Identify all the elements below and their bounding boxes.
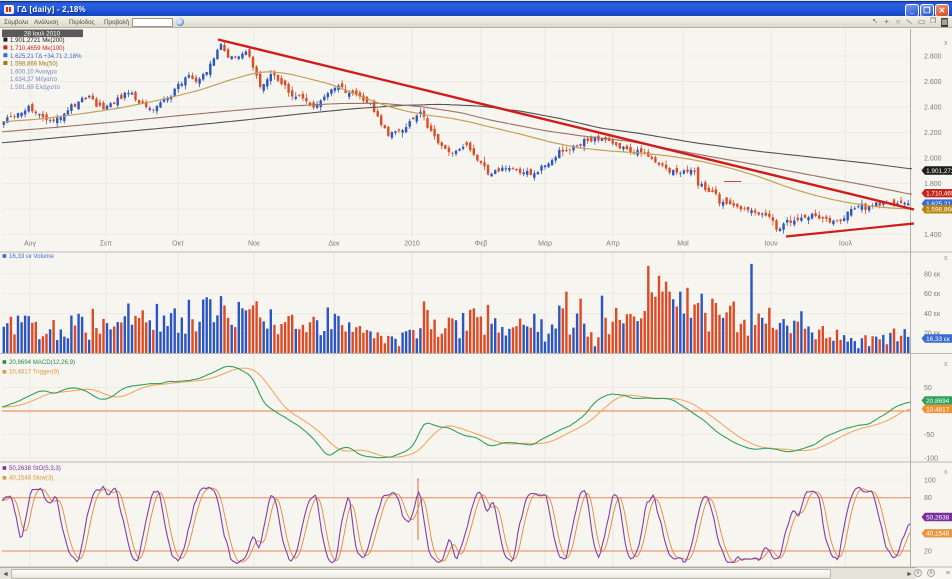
svg-text:80 εκ: 80 εκ (924, 271, 941, 278)
svg-text:-100: -100 (924, 456, 938, 463)
svg-text:1.600,10 Άνοιγμα: 1.600,10 Άνοιγμα (10, 68, 57, 75)
svg-text:1.710,465: 1.710,465 (926, 191, 952, 198)
svg-text:20 εκ: 20 εκ (924, 331, 941, 338)
svg-text:x: x (944, 469, 948, 476)
svg-text:1.400: 1.400 (924, 232, 942, 239)
svg-text:40,1548 Slow(3): 40,1548 Slow(3) (9, 475, 53, 482)
svg-text:100: 100 (924, 478, 936, 485)
svg-text:28 Ιουλ 2010: 28 Ιουλ 2010 (24, 31, 61, 38)
svg-text:x: x (944, 40, 948, 47)
svg-text:Νοε: Νοε (248, 241, 260, 248)
svg-text:40,1548: 40,1548 (926, 531, 950, 538)
svg-text:20,8694: 20,8694 (926, 398, 950, 405)
svg-text:Σεπ: Σεπ (100, 241, 112, 248)
svg-text:Δεκ: Δεκ (328, 241, 340, 248)
svg-text:60 εκ: 60 εκ (924, 291, 941, 298)
svg-text:40 εκ: 40 εκ (924, 311, 941, 318)
svg-text:2.000: 2.000 (924, 156, 942, 163)
svg-text:16,33 εκ Volume: 16,33 εκ Volume (9, 253, 54, 260)
svg-text:20,8694 MACD(12,26,9): 20,8694 MACD(12,26,9) (9, 359, 75, 366)
svg-text:1.901,2721 Μκ(200): 1.901,2721 Μκ(200) (10, 37, 65, 44)
svg-text:1.710,4659 Μκ(100): 1.710,4659 Μκ(100) (10, 45, 65, 52)
svg-text:2010: 2010 (404, 241, 420, 248)
svg-text:Ιουλ: Ιουλ (839, 241, 853, 248)
svg-text:2.200: 2.200 (924, 130, 942, 137)
svg-text:1.634,37 Μέγιστο: 1.634,37 Μέγιστο (10, 76, 58, 83)
svg-text:Αυγ: Αυγ (24, 241, 36, 248)
svg-text:Ιουν: Ιουν (764, 241, 778, 248)
svg-text:1.800: 1.800 (924, 181, 942, 188)
svg-text:-50: -50 (924, 432, 934, 439)
svg-text:x: x (944, 361, 948, 368)
svg-text:Οκτ: Οκτ (172, 241, 184, 248)
svg-text:Μαρ: Μαρ (538, 241, 552, 248)
svg-text:1.625,21: 1.625,21 (926, 201, 951, 208)
svg-text:20: 20 (924, 549, 932, 556)
svg-text:50: 50 (924, 385, 932, 392)
svg-text:1.591,69 Ελάχιστο: 1.591,69 Ελάχιστο (10, 84, 61, 91)
svg-text:1.598,866 Μκ(50): 1.598,866 Μκ(50) (10, 61, 58, 68)
svg-text:Μαϊ: Μαϊ (677, 241, 689, 248)
svg-text:1.625,21 ΓΔ +34,71 2,18%: 1.625,21 ΓΔ +34,71 2,18% (10, 53, 82, 60)
svg-text:Απρ: Απρ (606, 241, 619, 248)
svg-text:10,4817: 10,4817 (926, 406, 950, 413)
svg-text:50,2638 StΟ(5,3,3): 50,2638 StΟ(5,3,3) (9, 465, 61, 472)
svg-text:10,4817 Trigger(9): 10,4817 Trigger(9) (9, 369, 59, 376)
svg-text:50,2638: 50,2638 (926, 514, 950, 521)
svg-text:2.400: 2.400 (924, 105, 942, 112)
svg-text:x: x (944, 255, 948, 262)
svg-text:16,33 εκ: 16,33 εκ (926, 336, 951, 343)
svg-text:1.901,272: 1.901,272 (926, 168, 952, 175)
svg-text:1.598,866: 1.598,866 (926, 207, 952, 214)
svg-text:2.600: 2.600 (924, 79, 942, 86)
svg-text:2.800: 2.800 (924, 54, 942, 61)
svg-text:Φεβ: Φεβ (475, 241, 488, 248)
svg-text:80: 80 (924, 495, 932, 502)
